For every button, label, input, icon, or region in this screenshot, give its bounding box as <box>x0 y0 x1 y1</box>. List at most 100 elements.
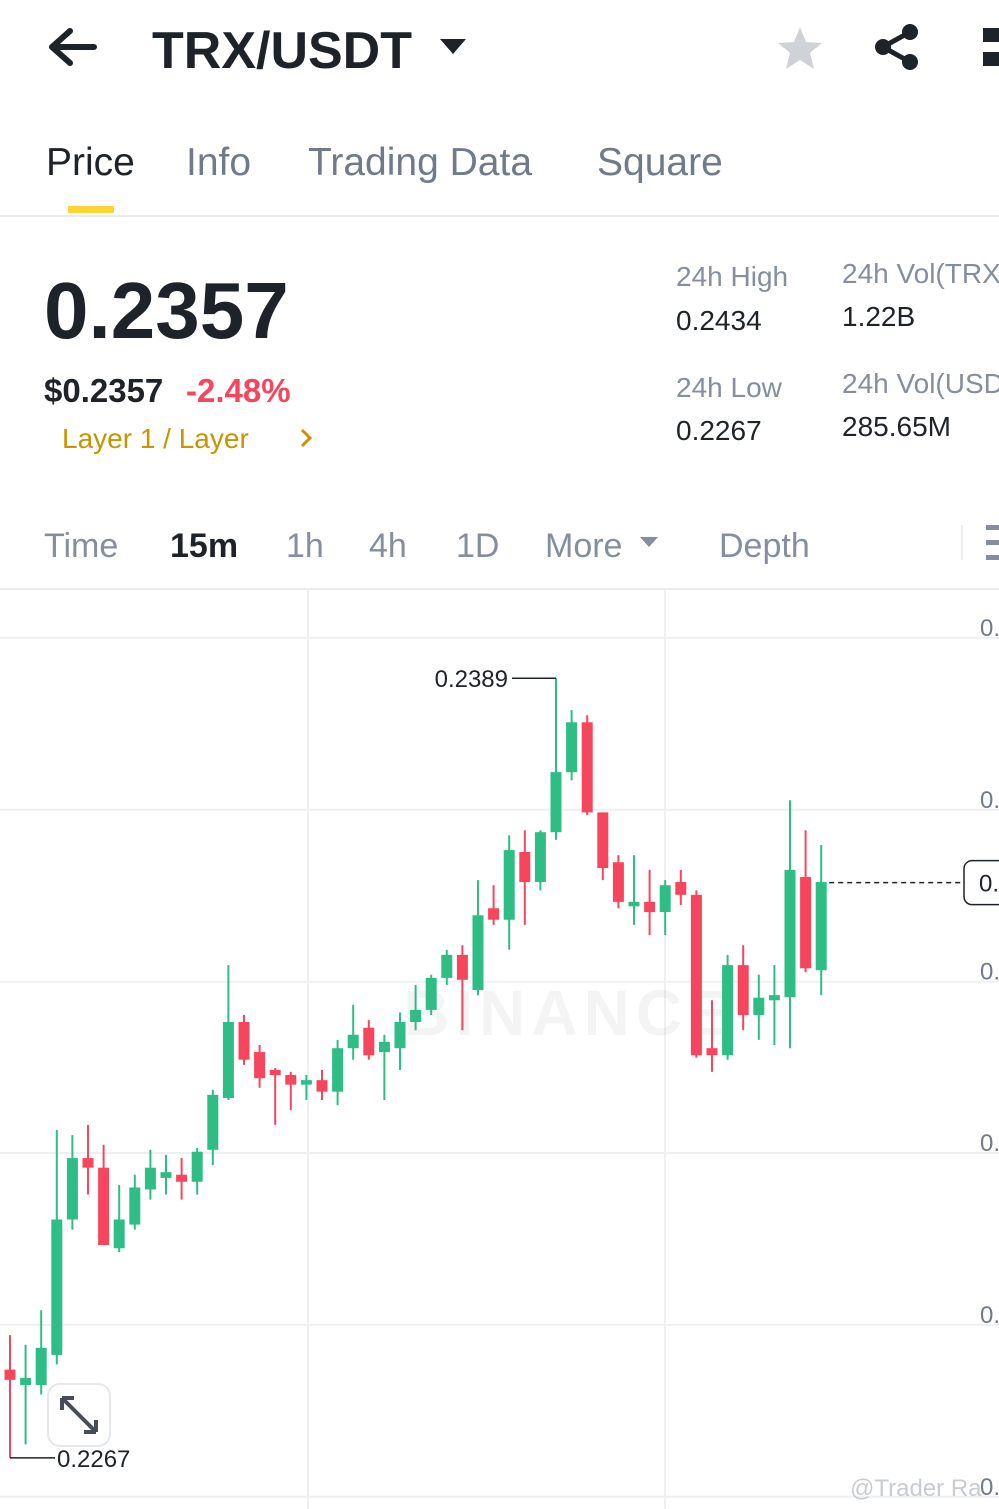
candle-body <box>238 1021 250 1060</box>
share-dot <box>902 24 918 40</box>
candle-body <box>722 965 734 1056</box>
annotation-low: 0.2267 <box>57 1446 130 1473</box>
icon-bar <box>986 555 999 560</box>
y-tick-label: 0. <box>980 1302 999 1329</box>
candlestick-chart: BINANCE 0. 0. 0. 0. 0. 0. 0.2389 0.2267 0. <box>0 590 999 1509</box>
candle-body <box>753 997 765 1015</box>
candle-body <box>4 1369 16 1380</box>
candle-body <box>66 1158 78 1220</box>
chart-watermark: BINANCE <box>403 977 737 1049</box>
price-change: -2.48% <box>186 372 291 409</box>
settings-icon[interactable] <box>986 525 999 560</box>
candle-body <box>456 954 468 980</box>
candle-body <box>51 1219 63 1355</box>
candle-body <box>784 869 796 998</box>
last-price-tag <box>963 859 999 906</box>
stat-label: 24h Vol(TRX <box>842 258 999 289</box>
tab[interactable]: Square <box>597 141 723 184</box>
share-dot <box>902 54 918 70</box>
interval[interactable]: More <box>545 527 622 565</box>
candle-body <box>675 882 687 895</box>
tag-chevron[interactable] <box>300 428 313 448</box>
candle-body <box>285 1075 297 1085</box>
stat-label: 24h High <box>676 261 788 292</box>
candle-body <box>82 1158 94 1168</box>
candle-body <box>644 901 656 913</box>
icon-bar <box>986 525 999 530</box>
candle-body <box>425 977 437 1010</box>
last-price: 0.2357 <box>44 266 289 355</box>
back-button[interactable] <box>49 28 97 66</box>
y-tick-label: 0. <box>980 615 999 642</box>
candle-body <box>659 885 671 913</box>
tab-active[interactable]: Price <box>46 141 135 184</box>
candle-body <box>519 852 531 883</box>
interval[interactable]: Time <box>44 527 118 565</box>
candle-body <box>534 832 546 883</box>
candle-body <box>113 1219 125 1249</box>
candle-body <box>597 812 609 868</box>
candle-body <box>815 882 827 971</box>
candle-body <box>628 901 640 907</box>
usd-price: $0.2357 <box>44 372 163 409</box>
tab[interactable]: Trading Data <box>308 141 532 184</box>
favorite-star[interactable] <box>778 27 822 69</box>
watermark-credit: @Trader Ra <box>850 1475 982 1502</box>
tab[interactable]: Info <box>186 141 251 184</box>
candle-body <box>129 1187 141 1225</box>
candle-body <box>316 1080 328 1092</box>
menu-icon[interactable] <box>983 52 999 66</box>
candle-body <box>581 722 593 813</box>
icon-bar <box>986 540 999 545</box>
y-tick-label: 0. <box>980 959 999 986</box>
share-dot <box>875 39 891 55</box>
candle-body <box>378 1041 390 1053</box>
candle-body <box>363 1027 375 1056</box>
stat-value: 0.2267 <box>676 415 762 446</box>
candle-body <box>690 894 702 1056</box>
candle-body <box>35 1347 47 1385</box>
interval[interactable]: 4h <box>369 527 407 565</box>
stat-value: 1.22B <box>842 301 915 332</box>
candle-body <box>612 862 624 902</box>
candle-body <box>566 722 578 773</box>
candle-body <box>488 908 500 920</box>
candle-body <box>347 1034 359 1049</box>
candle-body <box>207 1094 219 1150</box>
candle-body <box>98 1167 110 1246</box>
candle-body <box>410 1009 422 1022</box>
candle-body <box>394 1021 406 1049</box>
stat-label: 24h Vol(USD <box>842 368 999 399</box>
last-price-label: 0. <box>979 871 999 898</box>
category-tag[interactable]: Layer 1 / Layer <box>62 423 249 454</box>
pair-title[interactable]: TRX/USDT <box>152 22 412 80</box>
annotation-high: 0.2389 <box>435 666 508 693</box>
share-button[interactable] <box>875 24 918 70</box>
menu-icon[interactable] <box>983 28 999 42</box>
expand-button[interactable] <box>47 1383 111 1447</box>
y-tick-label: 0. <box>980 787 999 814</box>
candle-body <box>254 1052 266 1079</box>
stat-value: 285.65M <box>842 411 951 442</box>
interval[interactable]: 1D <box>456 527 499 565</box>
candle-body <box>550 772 562 833</box>
candle-body <box>176 1174 188 1182</box>
candle-body <box>144 1167 156 1190</box>
more-caret[interactable] <box>640 537 658 547</box>
candle-body <box>300 1080 312 1085</box>
interval[interactable]: Depth <box>719 527 810 565</box>
candle-body <box>222 1021 234 1099</box>
candle-body <box>503 850 515 920</box>
stat-value: 0.2434 <box>676 305 762 336</box>
interval[interactable]: 1h <box>286 527 324 565</box>
tab-indicator <box>68 206 114 213</box>
candle-body <box>472 915 484 991</box>
candle-body <box>269 1069 281 1076</box>
candle-body <box>706 1048 718 1056</box>
interval-active[interactable]: 15m <box>170 527 238 565</box>
y-tick-label: 0. <box>980 1130 999 1157</box>
stat-label: 24h Low <box>676 372 783 403</box>
pair-dropdown[interactable] <box>440 39 466 54</box>
expand-arrows <box>60 1396 98 1434</box>
